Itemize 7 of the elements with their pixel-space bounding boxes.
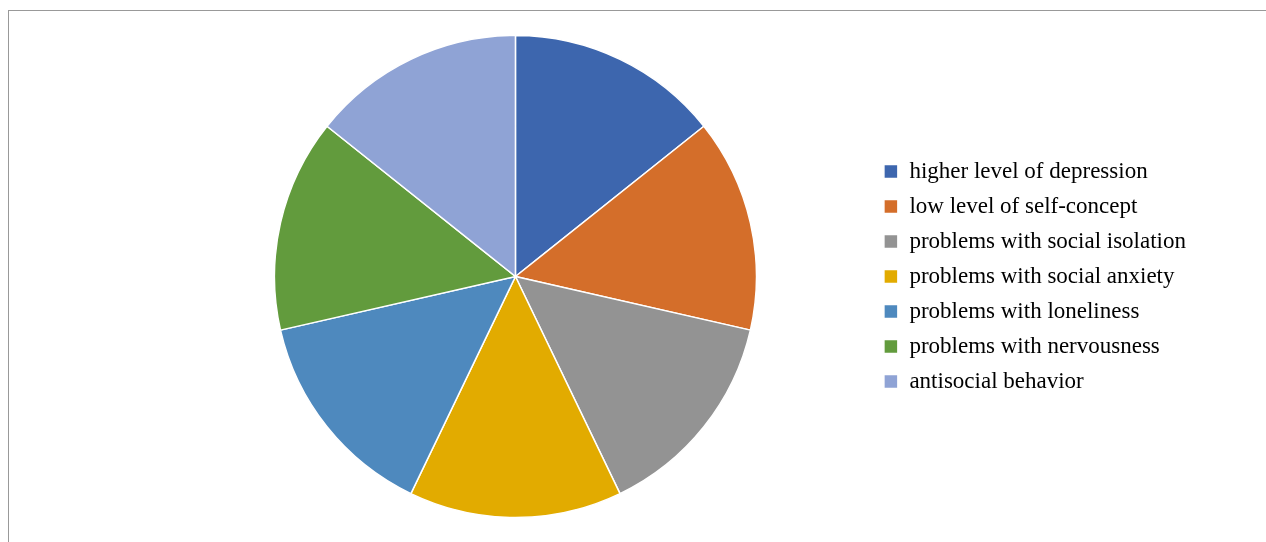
legend-label: problems with nervousness — [909, 332, 1160, 358]
legend-label: higher level of depression — [909, 157, 1149, 183]
legend-label: problems with loneliness — [909, 297, 1140, 323]
legend-label: problems with social isolation — [909, 227, 1187, 253]
legend-label: antisocial behavior — [909, 367, 1085, 393]
legend-label: problems with social anxiety — [909, 262, 1175, 288]
legend-label: low level of self-concept — [909, 192, 1138, 218]
